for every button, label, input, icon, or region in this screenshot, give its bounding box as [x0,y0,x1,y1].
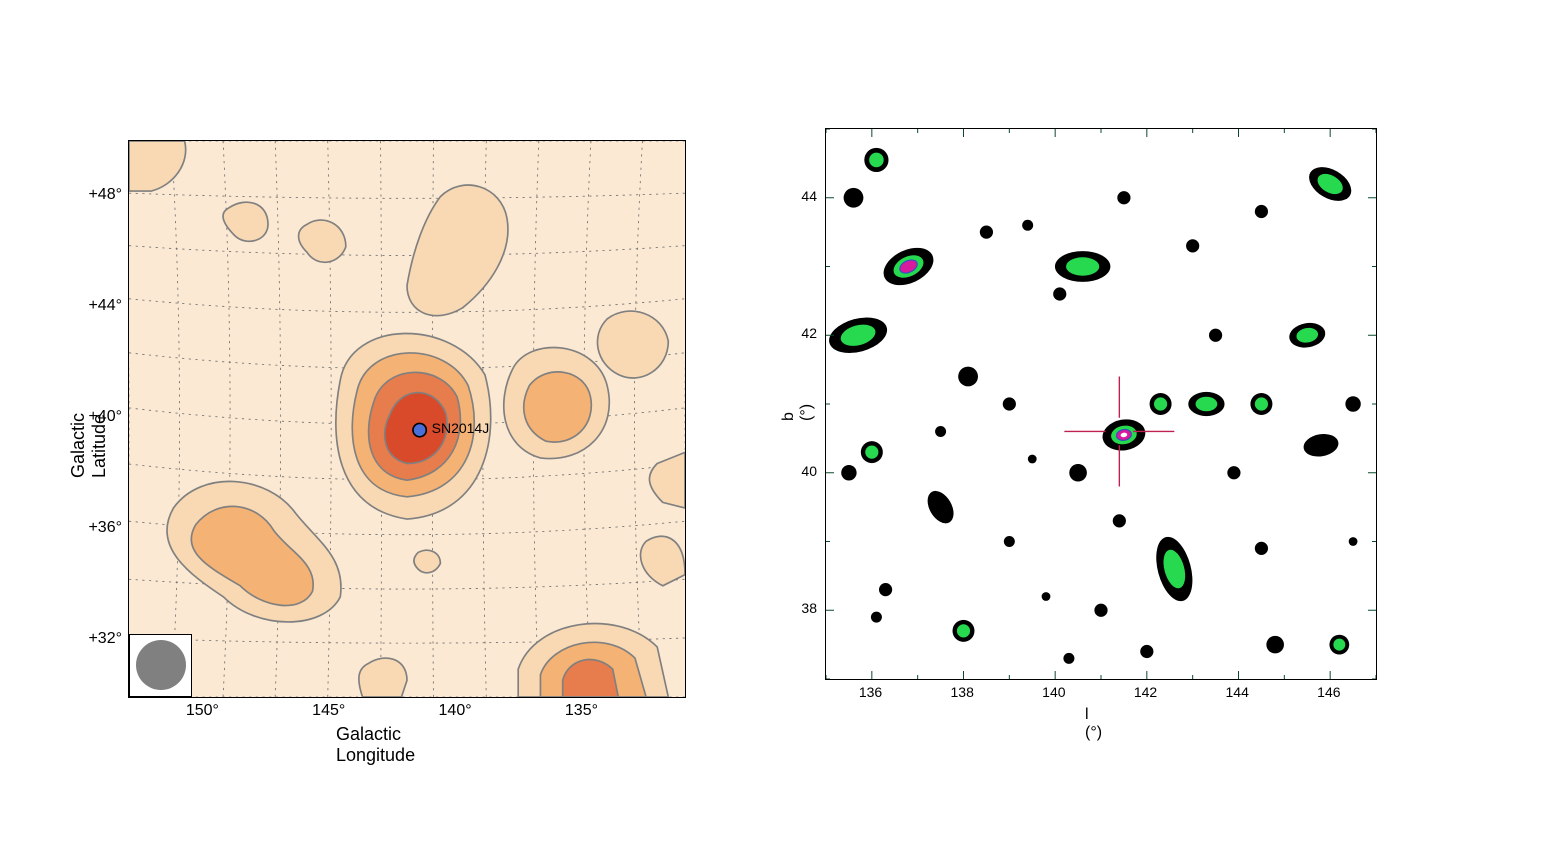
left-xlabel: Galactic Longitude [336,724,415,766]
right-xlabel: l (°) [1085,706,1102,742]
left-ytick: +32° [88,630,122,648]
right-xtick: 138 [951,684,974,700]
right-ytick: 42 [801,325,817,341]
left-xtick: 135° [565,702,598,720]
left-ytick: +44° [88,297,122,315]
right-xtick: 144 [1226,684,1249,700]
right-ytick: 44 [801,188,817,204]
left-ytick: +36° [88,519,122,537]
right-ytick: 40 [801,463,817,479]
left-ytick: +48° [88,186,122,204]
right-ytick: 38 [801,600,817,616]
right-plot-area [825,128,1377,680]
left-xtick: 150° [186,702,219,720]
beam-inset [129,634,192,697]
left-plot-area: SN2014J [128,140,686,698]
sn2014j-label: SN2014J [432,420,490,436]
left-xtick: 140° [439,702,472,720]
right-xtick: 140 [1042,684,1065,700]
left-ytick: +40° [88,408,122,426]
right-xtick: 142 [1134,684,1157,700]
right-xtick: 136 [859,684,882,700]
right-xtick: 146 [1317,684,1340,700]
left-xtick: 145° [312,702,345,720]
right-ylabel: b (°) [780,404,816,421]
